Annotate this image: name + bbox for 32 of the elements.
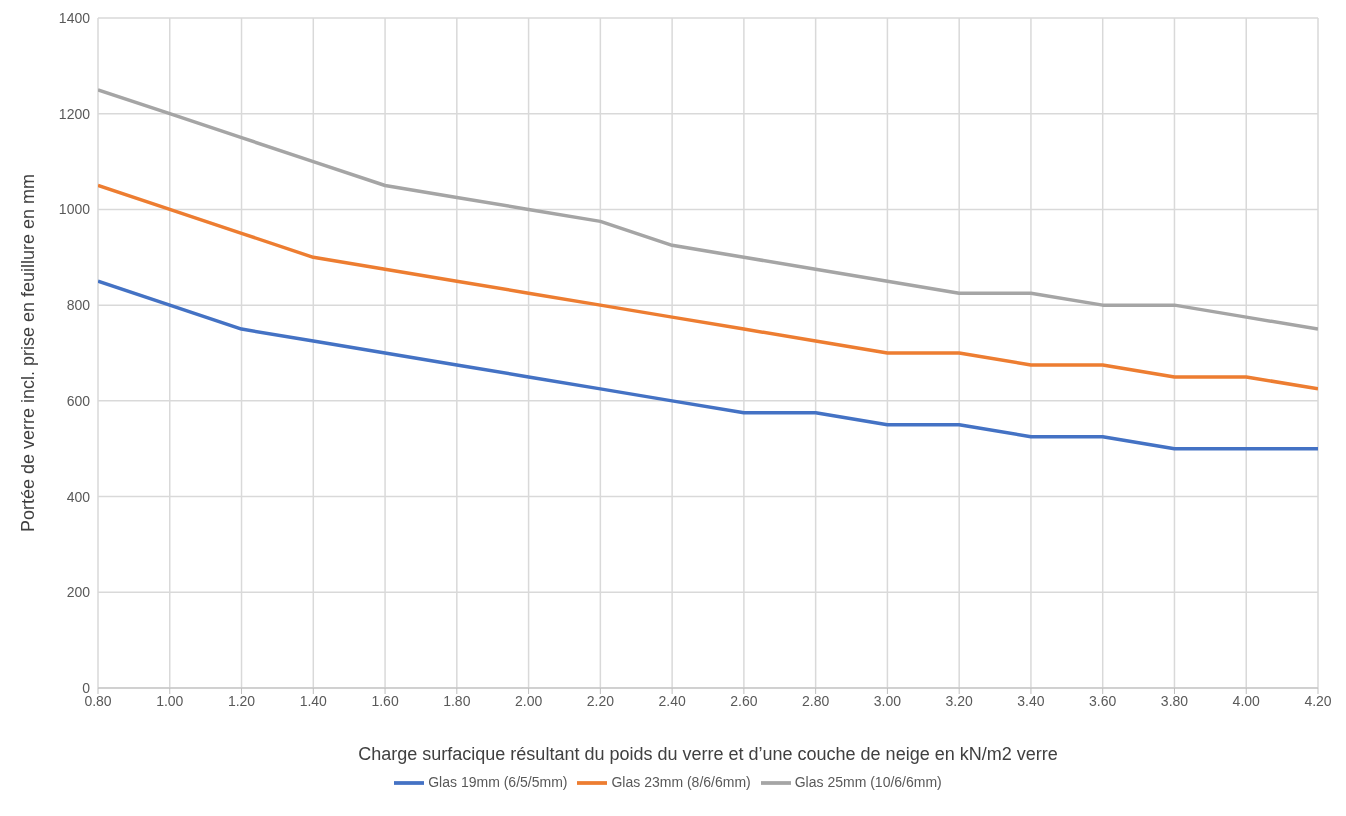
y-tick-label: 800 <box>66 297 91 314</box>
legend-label: Glas 23mm (8/6/6mm) <box>611 773 751 790</box>
x-tick-label: 2.40 <box>658 692 686 709</box>
x-tick-label: 1.00 <box>156 692 184 709</box>
legend-label: Glas 19mm (6/5/5mm) <box>428 773 568 790</box>
x-axis-title: Charge surfacique résultant du poids du verre et d’une couche de neige en kN/m2 verre <box>358 744 1058 764</box>
x-tick-label: 2.60 <box>730 692 758 709</box>
x-tick-label: 3.80 <box>1160 692 1189 709</box>
x-tick-label: 3.20 <box>945 692 974 709</box>
x-tick-label: 1.20 <box>227 692 256 709</box>
y-tick-label: 400 <box>66 488 91 505</box>
x-tick-label: 2.80 <box>802 692 830 709</box>
y-tick-label: 600 <box>66 392 91 409</box>
x-tick-label: 1.60 <box>371 692 399 709</box>
y-tick-label: 1200 <box>58 105 91 122</box>
x-tick-label: 4.20 <box>1304 692 1332 709</box>
y-axis-title: Portée de verre incl. prise en feuillure en mm <box>18 173 39 533</box>
y-tick-label: 200 <box>66 584 91 601</box>
y-tick-label: 1000 <box>58 201 91 218</box>
x-tick-label: 3.40 <box>1017 692 1045 709</box>
line-series <box>98 279 1318 451</box>
line-series <box>98 88 1318 331</box>
y-tick-label: 1400 <box>58 9 91 26</box>
x-tick-label: 1.40 <box>299 692 328 709</box>
x-tick-label: 4.00 <box>1232 692 1261 709</box>
line-series <box>98 183 1318 391</box>
legend-label: Glas 25mm (10/6/6mm) <box>794 773 942 790</box>
x-tick-label: 2.00 <box>514 692 543 709</box>
x-tick-label: 3.00 <box>873 692 902 709</box>
x-tick-label: 2.20 <box>586 692 615 709</box>
x-tick-label: 1.80 <box>443 692 471 709</box>
x-tick-label: 3.60 <box>1089 692 1117 709</box>
